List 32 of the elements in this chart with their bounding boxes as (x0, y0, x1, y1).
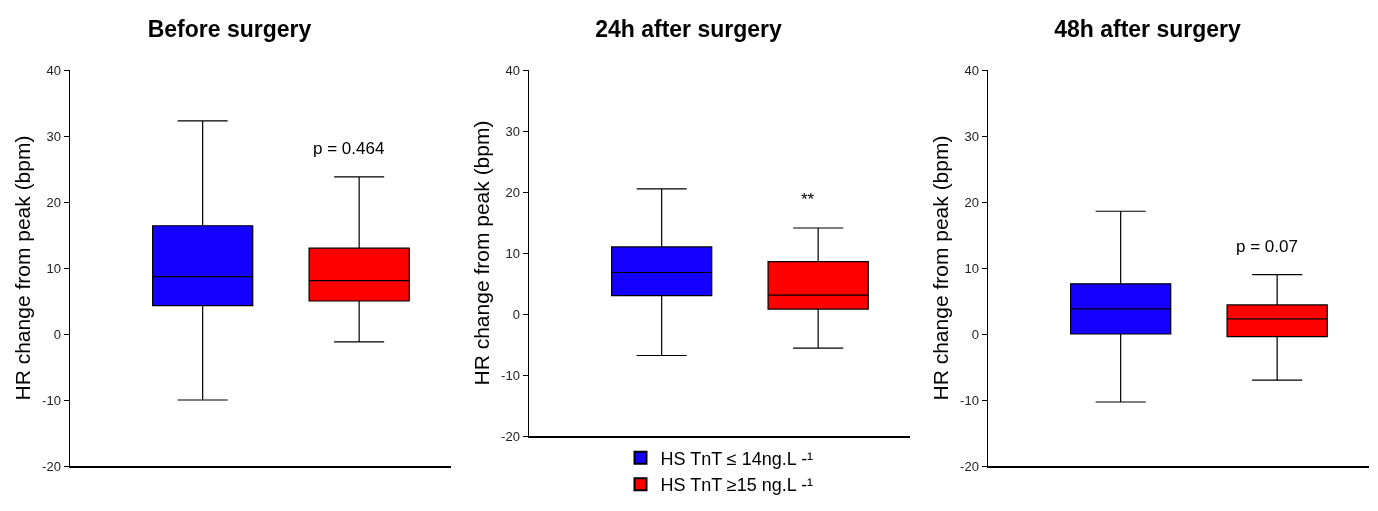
y-tick-label: -20 (42, 458, 61, 474)
y-tick-label: 20 (505, 184, 520, 200)
y-tick-label: -10 (501, 367, 520, 383)
annotation: ** (801, 190, 815, 209)
y-tick-label: 10 (505, 245, 520, 261)
chart-title: Before surgery (147, 15, 312, 42)
chart-title: 48h after surgery (1054, 15, 1242, 42)
y-tick-label: 30 (505, 123, 520, 139)
y-axis-title: HR change from peak (bpm) (469, 120, 493, 386)
y-tick-label: -10 (42, 392, 61, 408)
annotation: p = 0.07 (1236, 237, 1298, 256)
y-tick-label: 0 (53, 326, 61, 342)
y-tick-label: 20 (46, 194, 61, 210)
chart-title: 24h after surgery (595, 15, 783, 42)
y-tick-label: -10 (960, 392, 979, 408)
y-tick-label: 30 (964, 128, 979, 144)
y-tick-label: 40 (46, 62, 61, 78)
y-tick-label: 30 (46, 128, 61, 144)
y-tick-label: 10 (46, 260, 61, 276)
y-tick-label: 20 (964, 194, 979, 210)
y-tick-label: 0 (971, 326, 979, 342)
y-tick-label: -20 (960, 458, 979, 474)
y-tick-label: 0 (512, 306, 520, 322)
y-axis-title: HR change from peak (bpm) (928, 135, 952, 401)
y-tick-label: -20 (501, 428, 520, 444)
annotation: p = 0.464 (313, 139, 385, 158)
y-axis-title: HR change from peak (bpm) (10, 135, 34, 401)
y-tick-label: 10 (964, 260, 979, 276)
legend-label: HS TnT ≥15 ng.L -¹ (660, 475, 814, 496)
y-tick-label: 40 (964, 62, 979, 78)
y-tick-label: 40 (505, 62, 520, 78)
legend-label: HS TnT ≤ 14ng.L -¹ (660, 448, 814, 469)
